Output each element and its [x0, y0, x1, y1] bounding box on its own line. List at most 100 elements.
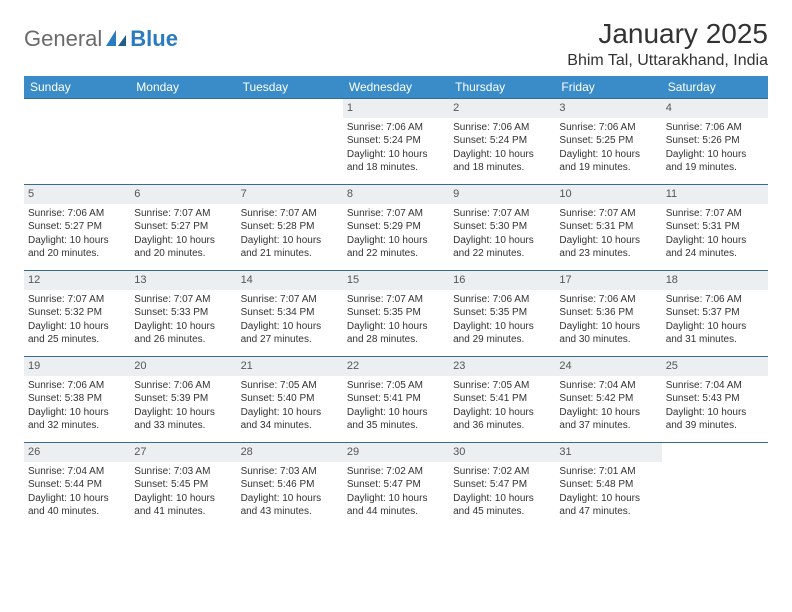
daylight-text: Daylight: 10 hours	[559, 234, 657, 248]
day-header: Tuesday	[237, 76, 343, 99]
day-number: 13	[130, 271, 236, 290]
sunset-text: Sunset: 5:34 PM	[241, 306, 339, 320]
sunrise-text: Sunrise: 7:04 AM	[666, 379, 764, 393]
calendar-cell: 28Sunrise: 7:03 AMSunset: 5:46 PMDayligh…	[237, 443, 343, 529]
daylight-text: and 36 minutes.	[453, 419, 551, 433]
sunset-text: Sunset: 5:24 PM	[347, 134, 445, 148]
day-number: 8	[343, 185, 449, 204]
day-number: 18	[662, 271, 768, 290]
calendar-cell	[662, 443, 768, 529]
sunset-text: Sunset: 5:33 PM	[134, 306, 232, 320]
logo: General Blue	[24, 18, 178, 52]
sunset-text: Sunset: 5:27 PM	[134, 220, 232, 234]
daylight-text: Daylight: 10 hours	[666, 148, 764, 162]
calendar-cell	[130, 99, 236, 185]
daylight-text: Daylight: 10 hours	[347, 492, 445, 506]
daylight-text: Daylight: 10 hours	[134, 320, 232, 334]
sunset-text: Sunset: 5:41 PM	[347, 392, 445, 406]
daylight-text: and 24 minutes.	[666, 247, 764, 261]
calendar-table: Sunday Monday Tuesday Wednesday Thursday…	[24, 76, 768, 529]
sunset-text: Sunset: 5:40 PM	[241, 392, 339, 406]
daylight-text: Daylight: 10 hours	[347, 234, 445, 248]
calendar-cell: 26Sunrise: 7:04 AMSunset: 5:44 PMDayligh…	[24, 443, 130, 529]
daylight-text: and 31 minutes.	[666, 333, 764, 347]
calendar-cell: 6Sunrise: 7:07 AMSunset: 5:27 PMDaylight…	[130, 185, 236, 271]
daylight-text: Daylight: 10 hours	[241, 406, 339, 420]
month-title: January 2025	[567, 18, 768, 50]
daylight-text: and 20 minutes.	[134, 247, 232, 261]
sunset-text: Sunset: 5:48 PM	[559, 478, 657, 492]
sunrise-text: Sunrise: 7:06 AM	[666, 121, 764, 135]
day-number: 3	[555, 99, 661, 118]
calendar-cell: 24Sunrise: 7:04 AMSunset: 5:42 PMDayligh…	[555, 357, 661, 443]
sunset-text: Sunset: 5:25 PM	[559, 134, 657, 148]
sunset-text: Sunset: 5:45 PM	[134, 478, 232, 492]
daylight-text: Daylight: 10 hours	[666, 406, 764, 420]
day-number: 30	[449, 443, 555, 462]
daylight-text: and 33 minutes.	[134, 419, 232, 433]
daylight-text: Daylight: 10 hours	[559, 148, 657, 162]
sunset-text: Sunset: 5:47 PM	[453, 478, 551, 492]
sunrise-text: Sunrise: 7:06 AM	[453, 293, 551, 307]
sunrise-text: Sunrise: 7:06 AM	[453, 121, 551, 135]
sunset-text: Sunset: 5:35 PM	[347, 306, 445, 320]
daylight-text: and 29 minutes.	[453, 333, 551, 347]
day-number: 6	[130, 185, 236, 204]
sunset-text: Sunset: 5:28 PM	[241, 220, 339, 234]
calendar-cell: 1Sunrise: 7:06 AMSunset: 5:24 PMDaylight…	[343, 99, 449, 185]
daylight-text: and 44 minutes.	[347, 505, 445, 519]
calendar-cell	[237, 99, 343, 185]
daylight-text: Daylight: 10 hours	[559, 320, 657, 334]
calendar-week-row: 12Sunrise: 7:07 AMSunset: 5:32 PMDayligh…	[24, 271, 768, 357]
calendar-week-row: 19Sunrise: 7:06 AMSunset: 5:38 PMDayligh…	[24, 357, 768, 443]
calendar-cell: 9Sunrise: 7:07 AMSunset: 5:30 PMDaylight…	[449, 185, 555, 271]
daylight-text: Daylight: 10 hours	[241, 320, 339, 334]
sunset-text: Sunset: 5:31 PM	[666, 220, 764, 234]
day-number: 14	[237, 271, 343, 290]
daylight-text: Daylight: 10 hours	[28, 406, 126, 420]
daylight-text: and 18 minutes.	[347, 161, 445, 175]
daylight-text: and 19 minutes.	[666, 161, 764, 175]
daylight-text: Daylight: 10 hours	[453, 234, 551, 248]
daylight-text: Daylight: 10 hours	[666, 320, 764, 334]
daylight-text: Daylight: 10 hours	[347, 320, 445, 334]
daylight-text: Daylight: 10 hours	[241, 234, 339, 248]
daylight-text: and 47 minutes.	[559, 505, 657, 519]
sunset-text: Sunset: 5:43 PM	[666, 392, 764, 406]
sunset-text: Sunset: 5:31 PM	[559, 220, 657, 234]
calendar-cell: 8Sunrise: 7:07 AMSunset: 5:29 PMDaylight…	[343, 185, 449, 271]
calendar-cell: 5Sunrise: 7:06 AMSunset: 5:27 PMDaylight…	[24, 185, 130, 271]
daylight-text: and 25 minutes.	[28, 333, 126, 347]
sunrise-text: Sunrise: 7:04 AM	[28, 465, 126, 479]
daylight-text: Daylight: 10 hours	[453, 320, 551, 334]
sunrise-text: Sunrise: 7:04 AM	[559, 379, 657, 393]
header-right: January 2025 Bhim Tal, Uttarakhand, Indi…	[567, 18, 768, 70]
sunset-text: Sunset: 5:44 PM	[28, 478, 126, 492]
header-row: General Blue January 2025 Bhim Tal, Utta…	[24, 18, 768, 70]
daylight-text: and 37 minutes.	[559, 419, 657, 433]
sunrise-text: Sunrise: 7:07 AM	[666, 207, 764, 221]
calendar-week-row: 1Sunrise: 7:06 AMSunset: 5:24 PMDaylight…	[24, 99, 768, 185]
daylight-text: and 18 minutes.	[453, 161, 551, 175]
calendar-cell: 19Sunrise: 7:06 AMSunset: 5:38 PMDayligh…	[24, 357, 130, 443]
sunrise-text: Sunrise: 7:06 AM	[347, 121, 445, 135]
sunrise-text: Sunrise: 7:07 AM	[241, 207, 339, 221]
calendar-cell: 30Sunrise: 7:02 AMSunset: 5:47 PMDayligh…	[449, 443, 555, 529]
calendar-cell: 2Sunrise: 7:06 AMSunset: 5:24 PMDaylight…	[449, 99, 555, 185]
sunrise-text: Sunrise: 7:01 AM	[559, 465, 657, 479]
daylight-text: and 27 minutes.	[241, 333, 339, 347]
daylight-text: and 21 minutes.	[241, 247, 339, 261]
day-number: 9	[449, 185, 555, 204]
calendar-cell: 29Sunrise: 7:02 AMSunset: 5:47 PMDayligh…	[343, 443, 449, 529]
daylight-text: Daylight: 10 hours	[453, 492, 551, 506]
sunset-text: Sunset: 5:37 PM	[666, 306, 764, 320]
daylight-text: and 22 minutes.	[453, 247, 551, 261]
daylight-text: Daylight: 10 hours	[28, 492, 126, 506]
day-header: Friday	[555, 76, 661, 99]
daylight-text: and 30 minutes.	[559, 333, 657, 347]
sunrise-text: Sunrise: 7:06 AM	[559, 293, 657, 307]
daylight-text: Daylight: 10 hours	[241, 492, 339, 506]
daylight-text: and 34 minutes.	[241, 419, 339, 433]
calendar-cell: 13Sunrise: 7:07 AMSunset: 5:33 PMDayligh…	[130, 271, 236, 357]
daylight-text: and 22 minutes.	[347, 247, 445, 261]
